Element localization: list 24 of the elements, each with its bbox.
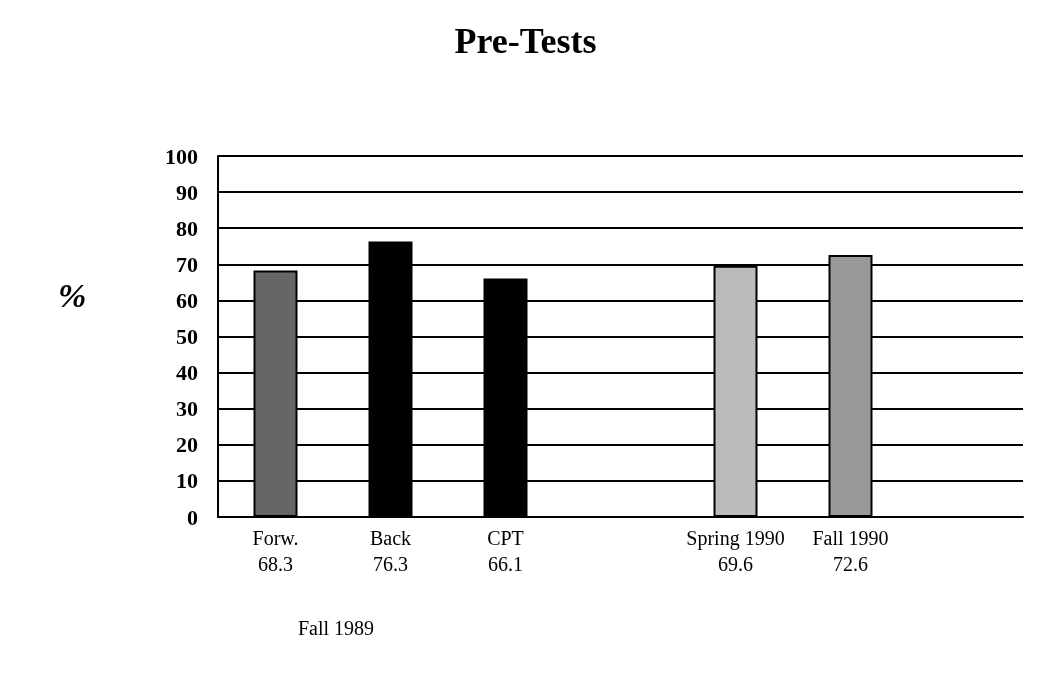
chart-title: Pre-Tests [454, 21, 597, 61]
x-tick-label: Fall 1990 [812, 527, 889, 549]
x-tick-label: Spring 1990 [686, 527, 785, 550]
y-axis-title: % [58, 276, 87, 314]
x-tick-label: Back [369, 527, 412, 549]
y-tick-label: 0 [187, 504, 198, 530]
data-label: 66.1 [488, 553, 523, 575]
x-tick-label: Forw. [252, 527, 299, 549]
data-label: 69.6 [718, 553, 753, 575]
y-tick-label: 80 [176, 215, 198, 241]
data-label: 76.3 [373, 553, 408, 575]
y-tick-label: 40 [176, 360, 198, 386]
y-tick-label: 90 [176, 179, 198, 205]
y-tick-label: 50 [176, 324, 198, 349]
y-tick-label: 10 [176, 468, 198, 494]
data-label: 68.3 [258, 553, 293, 575]
x-tick-label: CPT [487, 527, 524, 549]
y-tick-label: 70 [176, 251, 198, 277]
y-tick-label: 20 [176, 432, 198, 458]
data-label: 72.6 [833, 553, 868, 575]
text: Fall 1989 [298, 617, 375, 639]
y-tick-label: 30 [176, 396, 198, 422]
y-tick-label: 60 [176, 287, 198, 313]
y-tick-label: 100 [165, 143, 198, 169]
